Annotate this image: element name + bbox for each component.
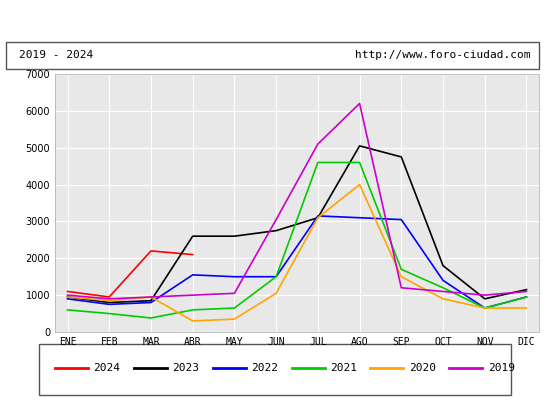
Bar: [6, 42, 539, 68]
Text: Evolucion Nº Turistas Nacionales en el municipio de Piles: Evolucion Nº Turistas Nacionales en el m…: [86, 14, 464, 26]
Text: 2024: 2024: [94, 363, 120, 373]
Text: 2020: 2020: [409, 363, 436, 373]
Text: 2021: 2021: [330, 363, 357, 373]
Text: 2023: 2023: [172, 363, 199, 373]
Text: 2022: 2022: [251, 363, 278, 373]
Text: 2019: 2019: [488, 363, 515, 373]
Text: http://www.foro-ciudad.com: http://www.foro-ciudad.com: [355, 50, 531, 60]
Text: 2019 - 2024: 2019 - 2024: [19, 50, 94, 60]
